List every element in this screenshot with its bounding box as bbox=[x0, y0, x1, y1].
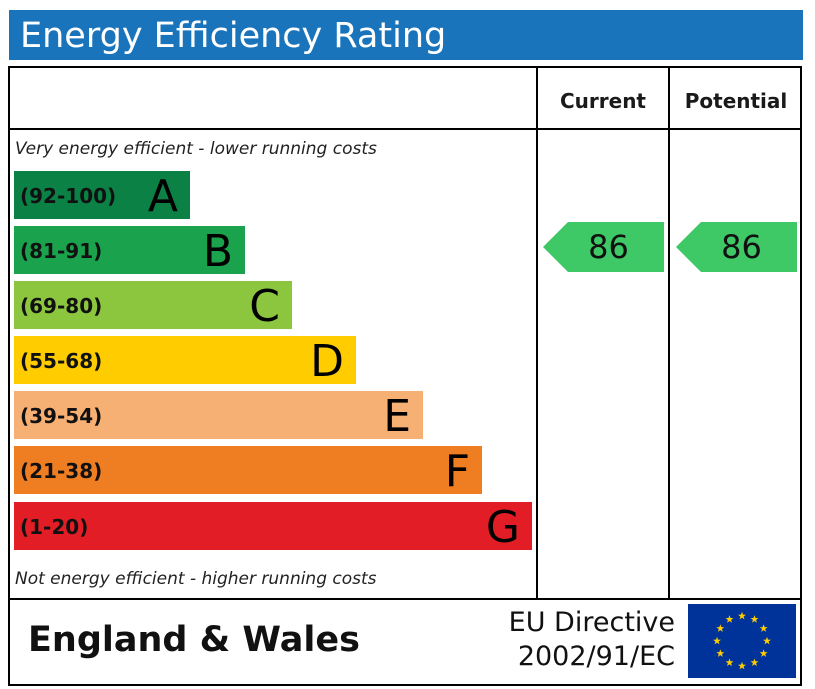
potential-arrow-polygon bbox=[676, 222, 797, 272]
current-rating-arrow: 86 bbox=[543, 222, 664, 272]
divider-header-row bbox=[8, 128, 802, 130]
band-d: (55-68) D bbox=[14, 336, 356, 387]
flag-star bbox=[738, 611, 746, 620]
flag-star bbox=[750, 658, 759, 667]
band-letter-label: D bbox=[310, 336, 344, 387]
band-e: (39-54) E bbox=[14, 391, 423, 442]
potential-arrow-shape bbox=[676, 222, 797, 272]
note-not-efficient: Not energy efficient - higher running co… bbox=[15, 569, 377, 589]
band-range-label: (69-80) bbox=[20, 294, 103, 318]
band-range-label: (21-38) bbox=[20, 459, 103, 483]
chart-title: Energy Efficiency Rating bbox=[20, 16, 447, 56]
flag-star bbox=[725, 615, 734, 623]
band-range-label: (1-20) bbox=[20, 515, 89, 539]
band-letter-label: A bbox=[147, 171, 178, 222]
potential-rating-value: 86 bbox=[721, 228, 762, 266]
eu-flag-icon bbox=[688, 604, 796, 678]
note-very-efficient: Very energy efficient - lower running co… bbox=[15, 139, 377, 159]
flag-star bbox=[725, 658, 734, 667]
band-letter-label: B bbox=[202, 226, 233, 277]
rating-frame bbox=[8, 66, 802, 686]
header-bar: Energy Efficiency Rating bbox=[9, 10, 803, 60]
flag-star bbox=[716, 624, 725, 632]
flag-star bbox=[763, 636, 771, 645]
flag-star bbox=[750, 615, 759, 623]
directive-line-2: 2002/91/EC bbox=[517, 641, 675, 672]
divider-footer-row bbox=[8, 598, 802, 600]
current-arrow-polygon bbox=[543, 222, 664, 272]
column-header-current: Current bbox=[559, 89, 646, 113]
flag-star bbox=[716, 649, 725, 657]
band-f: (21-38) F bbox=[14, 446, 482, 497]
flag-star bbox=[759, 624, 768, 632]
band-letter-label: G bbox=[485, 502, 520, 553]
column-header-potential: Potential bbox=[684, 89, 788, 113]
eu-directive: EU Directive 2002/91/EC bbox=[509, 606, 675, 674]
band-b: (81-91) B bbox=[14, 226, 245, 277]
flag-star bbox=[713, 636, 721, 645]
band-letter-label: E bbox=[383, 391, 411, 442]
band-range-label: (92-100) bbox=[20, 184, 117, 208]
current-rating-value: 86 bbox=[588, 228, 629, 266]
band-c: (69-80) C bbox=[14, 281, 292, 332]
band-range-label: (39-54) bbox=[20, 404, 103, 428]
band-letter-label: C bbox=[249, 281, 280, 332]
divider-potential-left bbox=[668, 66, 670, 599]
region-label: England & Wales bbox=[28, 620, 360, 660]
band-a: (92-100) A bbox=[14, 171, 190, 222]
band-range-label: (55-68) bbox=[20, 349, 103, 373]
band-letter-label: F bbox=[444, 446, 470, 497]
potential-rating-arrow: 86 bbox=[676, 222, 797, 272]
band-range-label: (81-91) bbox=[20, 239, 103, 263]
flag-star bbox=[738, 661, 746, 670]
directive-line-1: EU Directive bbox=[508, 607, 675, 638]
band-g: (1-20) G bbox=[14, 502, 532, 553]
current-arrow-shape bbox=[543, 222, 664, 272]
divider-current-left bbox=[536, 66, 538, 599]
flag-star bbox=[759, 649, 768, 657]
